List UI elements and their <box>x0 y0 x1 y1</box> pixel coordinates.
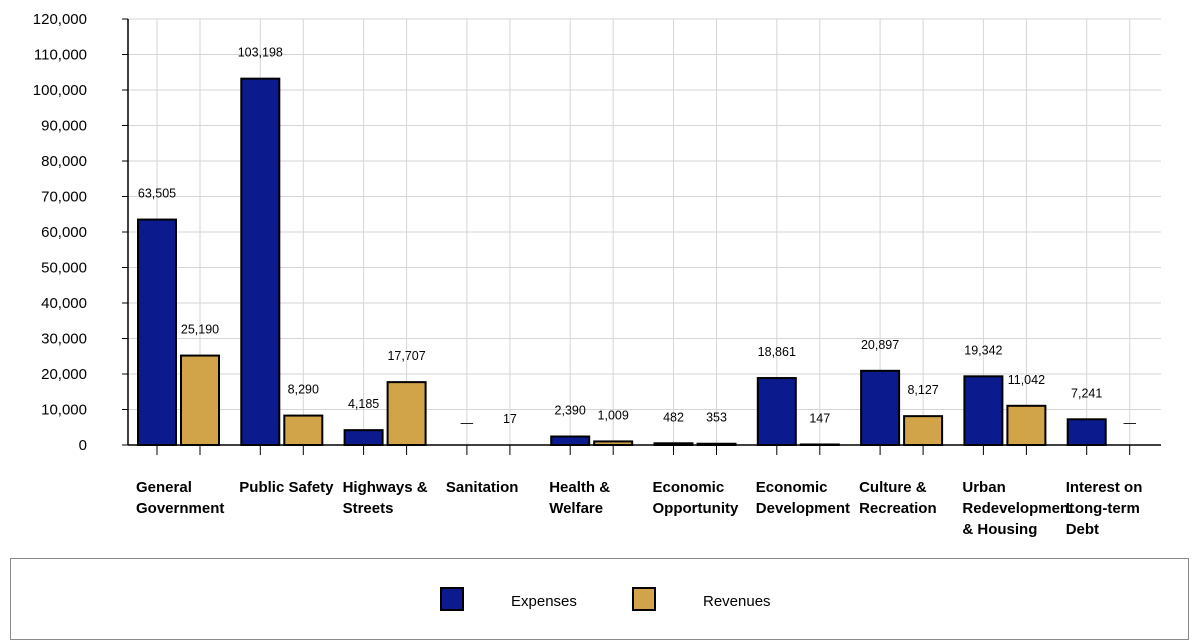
category-label: Interest on Long-term Debt <box>1065 479 1143 538</box>
bar-expenses <box>860 369 901 446</box>
bar-revenues <box>283 414 324 446</box>
data-label-revenues: 353 <box>706 411 727 425</box>
data-label-revenues: 17,707 <box>387 349 425 363</box>
bar-chart: 0 10,000 20,000 30,000 40,000 50,000 60,000 70,… <box>33 11 1161 455</box>
bar-revenues <box>1006 404 1047 447</box>
y-tick-label: 10,000 <box>41 402 87 419</box>
data-label-expenses: 19,342 <box>964 343 1002 357</box>
legend-swatch-revenues <box>632 587 656 611</box>
y-tick-label: 90,000 <box>41 118 87 135</box>
y-tick-label: 60,000 <box>41 224 87 241</box>
legend-label-expenses: Expenses <box>511 593 577 610</box>
y-tick-label: 40,000 <box>41 295 87 312</box>
category-label: Economic Development <box>755 479 850 517</box>
y-tick-label: 70,000 <box>41 189 87 206</box>
data-label-revenues: 8,290 <box>288 383 319 397</box>
y-tick-label: 20,000 <box>41 366 87 383</box>
y-tick-label: 50,000 <box>41 260 87 277</box>
bar-expenses <box>963 375 1004 447</box>
data-label-expenses: 7,241 <box>1071 386 1102 400</box>
category-label: Urban Redevelopment & Housing <box>962 479 1075 538</box>
bar-expenses <box>550 435 591 447</box>
data-label-revenues: 8,127 <box>907 383 938 397</box>
category-label: Health & Welfare <box>549 479 611 517</box>
data-label-expenses: 482 <box>663 410 684 424</box>
data-label-revenues: 1,009 <box>598 408 629 422</box>
bar-expenses <box>343 429 384 446</box>
category-label: Highways & Streets <box>342 479 428 517</box>
bar-revenues <box>386 381 427 446</box>
y-tick-label: 110,000 <box>34 47 87 64</box>
data-label-revenues: — <box>1123 416 1136 430</box>
y-tick-label: 30,000 <box>41 331 87 348</box>
data-label-expenses: 20,897 <box>861 338 899 352</box>
legend-label-revenues: Revenues <box>703 593 771 610</box>
category-label: Sanitation <box>445 479 519 496</box>
data-label-revenues: 17 <box>503 412 517 426</box>
category-label: General Government <box>136 479 225 517</box>
data-label-expenses: 4,185 <box>348 397 379 411</box>
data-label-revenues: 11,042 <box>1008 373 1045 387</box>
bar-revenues <box>180 354 220 446</box>
y-tick-label: 120,000 <box>33 11 87 28</box>
data-label-revenues: 147 <box>809 411 830 425</box>
bar-expenses <box>756 377 797 447</box>
category-label: Economic Opportunity <box>652 479 739 517</box>
data-label-expenses: 2,390 <box>555 404 586 418</box>
bar-expenses <box>240 77 281 447</box>
y-tick-label: 80,000 <box>41 153 87 170</box>
y-tick-label: 100,000 <box>33 82 87 99</box>
legend: Expenses Revenues <box>10 558 1189 640</box>
category-label: Public Safety <box>239 479 334 496</box>
bar-expenses <box>137 218 177 446</box>
data-label-revenues: 25,190 <box>181 323 219 337</box>
data-label-expenses: 18,861 <box>758 345 796 359</box>
data-label-expenses: 63,505 <box>138 187 176 201</box>
data-label-expenses: 103,198 <box>238 46 283 60</box>
data-label-expenses: — <box>461 416 474 430</box>
category-label: Culture & Recreation <box>859 479 937 517</box>
bar-expenses <box>1066 418 1107 447</box>
y-tick-label: 0 <box>79 437 87 454</box>
bar-revenues <box>903 415 944 446</box>
legend-swatch-expenses <box>440 587 464 611</box>
